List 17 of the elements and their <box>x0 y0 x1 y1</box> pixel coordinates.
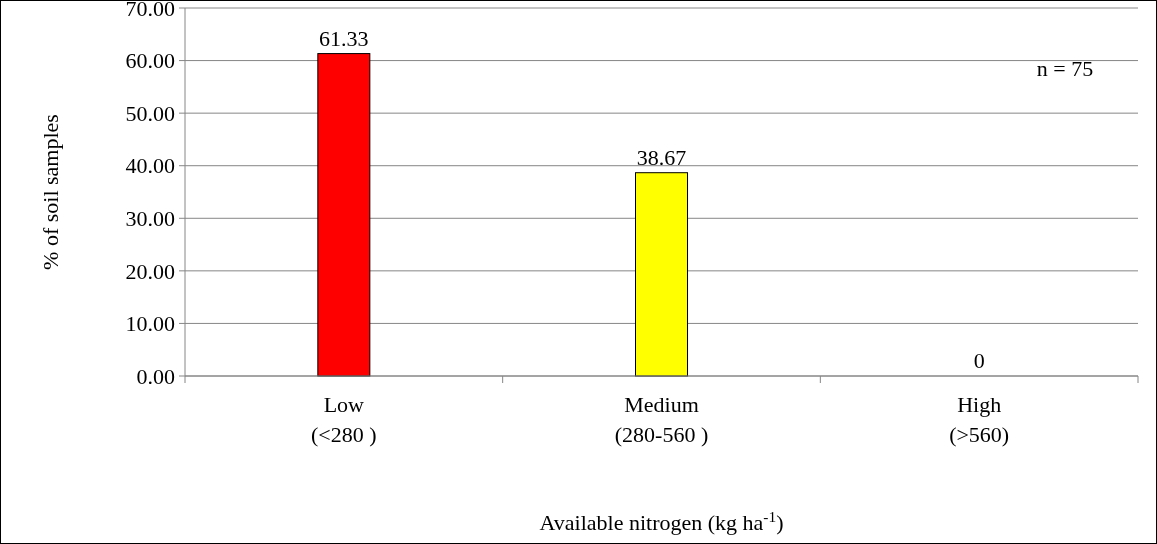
y-axis-title: % of soil samples <box>38 114 63 270</box>
y-tick-label: 60.00 <box>125 48 175 74</box>
x-tick-label: High (>560) <box>949 392 1010 447</box>
annotation: n = 75 <box>1036 56 1094 81</box>
y-tick-label: 10.00 <box>125 311 175 337</box>
x-tick-label: Low (<280 ) <box>311 392 377 447</box>
x-axis-title: Available nitrogen (kg ha$^{-1}$) <box>539 507 784 535</box>
y-tick-label: 30.00 <box>125 205 175 231</box>
y-tick-label: 50.00 <box>125 100 175 126</box>
data-label: 38.67 <box>636 144 687 170</box>
y-tick-label: 70.00 <box>125 0 175 21</box>
y-tick-label: 40.00 <box>125 153 175 179</box>
x-tick-label: Medium (280-560 ) <box>614 392 709 447</box>
data-label: 0 <box>973 348 985 373</box>
y-tick-label: 20.00 <box>125 258 175 284</box>
data-label: 61.33 <box>319 25 369 51</box>
y-tick-label: 0.00 <box>136 363 175 389</box>
